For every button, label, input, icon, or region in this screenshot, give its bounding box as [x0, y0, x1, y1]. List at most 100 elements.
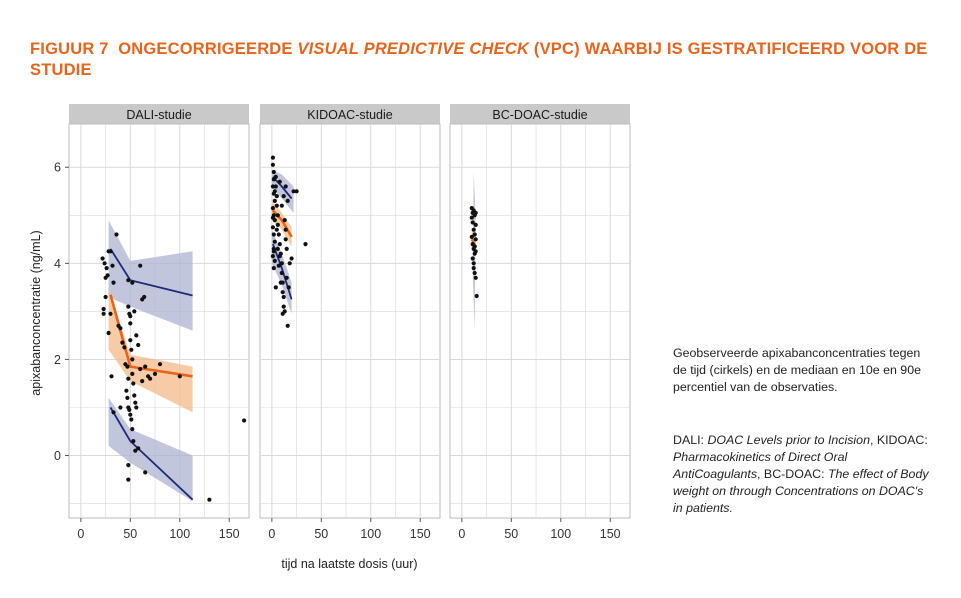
data-point	[471, 261, 476, 266]
data-point	[277, 242, 282, 247]
data-point	[110, 263, 115, 268]
data-point	[277, 254, 282, 259]
data-point	[278, 280, 283, 285]
data-point	[470, 256, 475, 261]
data-point	[272, 239, 277, 244]
data-point	[118, 326, 123, 331]
data-point	[126, 376, 131, 381]
data-point	[272, 258, 277, 263]
data-point	[101, 311, 106, 316]
data-point	[132, 393, 137, 398]
data-point	[128, 338, 133, 343]
data-point	[469, 215, 474, 220]
figure-title-pre: ONGECORRIGEERDE	[118, 40, 298, 58]
data-point	[472, 270, 477, 276]
data-point	[130, 280, 135, 285]
data-point	[270, 215, 275, 220]
figure-title: FIGUUR 7 ONGECORRIGEERDE VISUAL PREDICTI…	[30, 39, 935, 81]
data-point	[120, 340, 125, 345]
data-point	[143, 470, 148, 475]
data-point	[118, 405, 123, 410]
data-point	[177, 374, 182, 379]
data-point	[103, 294, 108, 300]
data-point	[126, 304, 131, 309]
caption-part-3: Pharmacokinetics of Direct Oral AntiCoag…	[673, 450, 848, 481]
panel-strip-label: BC-DOAC-studie	[492, 108, 587, 122]
data-point	[105, 273, 110, 278]
x-tick-label: 100	[360, 527, 381, 541]
data-point	[284, 275, 289, 280]
data-point	[283, 237, 288, 242]
data-point	[279, 203, 284, 208]
data-point	[283, 227, 288, 232]
panel-strip	[450, 104, 630, 124]
data-point	[472, 244, 477, 249]
data-point	[128, 321, 133, 326]
data-point	[109, 374, 114, 379]
data-point	[152, 371, 158, 376]
figure-title-post: (VPC) WAARBIJ IS GESTRATIFICEERD VOOR DE…	[30, 40, 928, 79]
data-point	[128, 314, 133, 319]
data-point	[270, 254, 275, 259]
data-point	[129, 417, 134, 422]
data-point	[473, 222, 478, 227]
data-point	[140, 379, 145, 384]
data-point	[111, 280, 116, 285]
figure-title-italic: VISUAL PREDICTIVE CHECK	[297, 40, 530, 58]
data-point	[273, 285, 278, 290]
data-point	[270, 225, 275, 230]
y-axis-title: apixabanconcentratie (ng/mL)	[29, 230, 43, 395]
data-point	[274, 227, 279, 232]
data-point	[282, 218, 287, 223]
data-point	[122, 345, 127, 350]
data-point	[272, 189, 277, 194]
data-point	[142, 294, 147, 300]
panel-1: KIDOAC-studie 0 50 100 150	[259, 104, 441, 541]
data-point	[471, 266, 476, 271]
data-point	[134, 333, 139, 338]
data-point	[273, 184, 278, 189]
data-point	[138, 263, 143, 268]
p90-band	[108, 220, 193, 331]
median-line	[109, 294, 193, 378]
p90-line	[272, 176, 293, 200]
data-point	[130, 357, 135, 362]
data-point	[130, 427, 135, 432]
data-point	[106, 330, 111, 336]
caption-part-0: DALI:	[673, 433, 708, 447]
data-point	[126, 477, 131, 482]
caption-part-5: The effect of Body weight on through Con…	[673, 467, 929, 515]
data-point	[285, 198, 290, 203]
data-point	[101, 306, 106, 312]
x-axis-title: tijd na laatste dosis (uur)	[281, 557, 417, 571]
data-point	[271, 249, 276, 254]
data-point	[128, 412, 133, 417]
data-point	[207, 497, 212, 502]
data-point	[136, 342, 141, 348]
panel-2: BC-DOAC-studie 0 50 100 150	[449, 104, 631, 541]
data-point	[287, 261, 292, 266]
data-point	[270, 184, 275, 189]
data-point	[471, 227, 476, 232]
data-point	[273, 174, 278, 179]
median-line	[271, 209, 293, 238]
data-point	[472, 232, 477, 237]
data-point	[108, 311, 113, 316]
data-point	[281, 304, 286, 309]
data-point	[126, 463, 131, 468]
y-tick-label: 0	[54, 449, 61, 463]
x-tick-label: 100	[550, 527, 571, 541]
data-point	[143, 364, 148, 369]
data-point	[470, 220, 475, 225]
data-point	[469, 234, 474, 239]
x-tick-label: 50	[123, 527, 137, 541]
panel-strip	[69, 104, 249, 124]
data-point	[281, 294, 286, 300]
data-point	[272, 198, 277, 203]
data-point	[285, 323, 290, 328]
data-point	[270, 206, 275, 211]
data-point	[100, 256, 105, 261]
data-point	[473, 249, 478, 254]
data-point	[473, 210, 478, 215]
